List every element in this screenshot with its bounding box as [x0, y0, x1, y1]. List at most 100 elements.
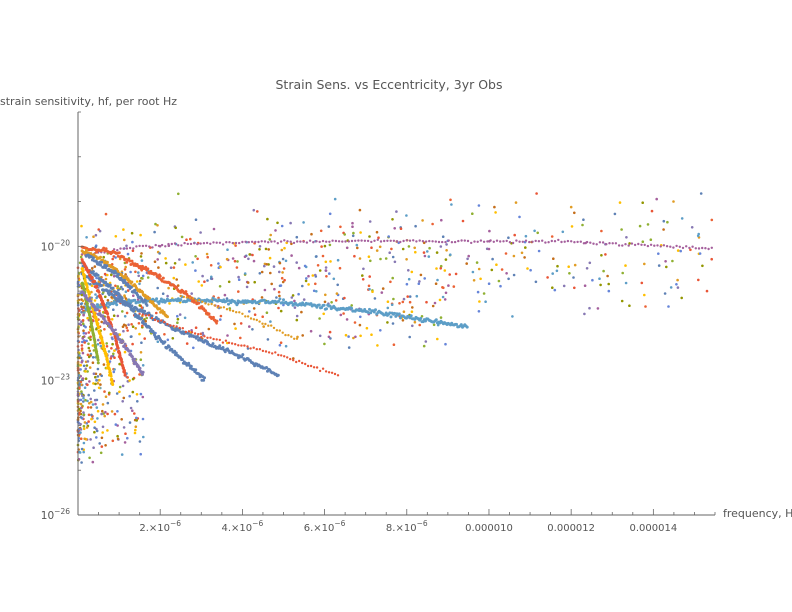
track-point — [270, 240, 273, 243]
track-point — [96, 361, 100, 365]
y-axis-label: strain sensitivity, hf, per root Hz — [0, 95, 177, 108]
data-point — [118, 333, 122, 336]
track-point — [129, 285, 133, 289]
data-point — [155, 311, 158, 315]
data-point — [613, 212, 617, 216]
data-point — [128, 421, 132, 424]
data-point — [98, 442, 101, 445]
data-point — [638, 224, 642, 228]
track-point — [127, 349, 131, 353]
data-point — [359, 334, 362, 338]
track-point — [627, 244, 630, 247]
data-point — [104, 295, 107, 299]
track-point — [212, 337, 215, 341]
data-point — [588, 306, 591, 310]
data-point — [87, 393, 90, 397]
track-point — [205, 241, 209, 245]
track-point — [200, 305, 204, 309]
data-point — [124, 265, 127, 269]
data-point — [81, 319, 85, 322]
track-point — [252, 318, 256, 321]
track-point — [184, 330, 188, 334]
track-point — [366, 311, 370, 314]
data-point — [131, 240, 134, 244]
data-point — [312, 289, 316, 293]
track-point — [107, 362, 111, 366]
data-point — [88, 380, 91, 383]
data-point — [447, 284, 450, 287]
data-point — [153, 230, 156, 234]
track-point — [290, 301, 294, 305]
data-point — [141, 417, 145, 421]
track-point — [117, 251, 121, 255]
track-point — [228, 309, 232, 312]
data-point — [108, 360, 112, 363]
track-point — [244, 240, 247, 243]
y-tick-label: 10−26 — [41, 507, 70, 522]
data-point — [203, 280, 206, 284]
track-point — [84, 249, 88, 252]
data-point — [277, 306, 280, 310]
data-point — [191, 261, 194, 264]
track-point — [499, 240, 502, 243]
track-point — [284, 333, 287, 337]
data-point — [570, 225, 574, 228]
data-point — [387, 235, 391, 238]
data-point — [194, 326, 198, 330]
track-point — [373, 239, 376, 242]
data-point — [442, 286, 445, 290]
track-point — [502, 240, 505, 243]
track-point — [85, 285, 89, 289]
data-point — [269, 233, 273, 237]
data-point — [78, 322, 81, 326]
track-point — [170, 242, 173, 246]
data-point — [436, 278, 439, 282]
track-point — [694, 247, 697, 250]
data-point — [322, 312, 326, 316]
data-point — [499, 284, 502, 288]
data-point — [201, 274, 204, 278]
track-point — [218, 241, 222, 244]
data-point — [664, 260, 667, 263]
track-point — [110, 379, 114, 383]
data-point — [407, 277, 411, 281]
track-point — [95, 250, 98, 254]
data-point — [105, 345, 109, 348]
data-point — [79, 356, 83, 360]
track-point — [133, 288, 137, 292]
track-point — [255, 348, 258, 351]
data-point — [248, 310, 251, 313]
data-point — [185, 238, 188, 241]
track-point — [347, 240, 350, 243]
data-point — [86, 370, 89, 373]
track-point — [97, 290, 101, 294]
data-point — [487, 282, 491, 286]
track-point — [271, 352, 274, 355]
data-point — [655, 197, 658, 201]
track-point — [649, 243, 653, 246]
track-point — [187, 330, 191, 333]
data-point — [420, 315, 424, 318]
data-point — [410, 270, 414, 274]
data-point — [116, 437, 120, 441]
data-point — [219, 318, 222, 321]
track-point — [389, 315, 393, 319]
track-point — [195, 299, 198, 302]
data-point — [127, 323, 130, 327]
data-point — [402, 310, 406, 314]
track-point — [102, 246, 106, 250]
data-point — [81, 351, 85, 355]
data-point — [219, 265, 222, 269]
track-point — [321, 367, 325, 370]
data-point — [82, 411, 85, 414]
track-point — [327, 371, 331, 374]
data-point — [402, 297, 406, 301]
track-point — [262, 298, 266, 302]
track-point — [229, 301, 233, 305]
track-4 — [138, 312, 340, 377]
data-point — [133, 431, 137, 435]
track-point — [115, 340, 119, 344]
track-point — [412, 239, 415, 242]
data-point — [680, 296, 683, 300]
